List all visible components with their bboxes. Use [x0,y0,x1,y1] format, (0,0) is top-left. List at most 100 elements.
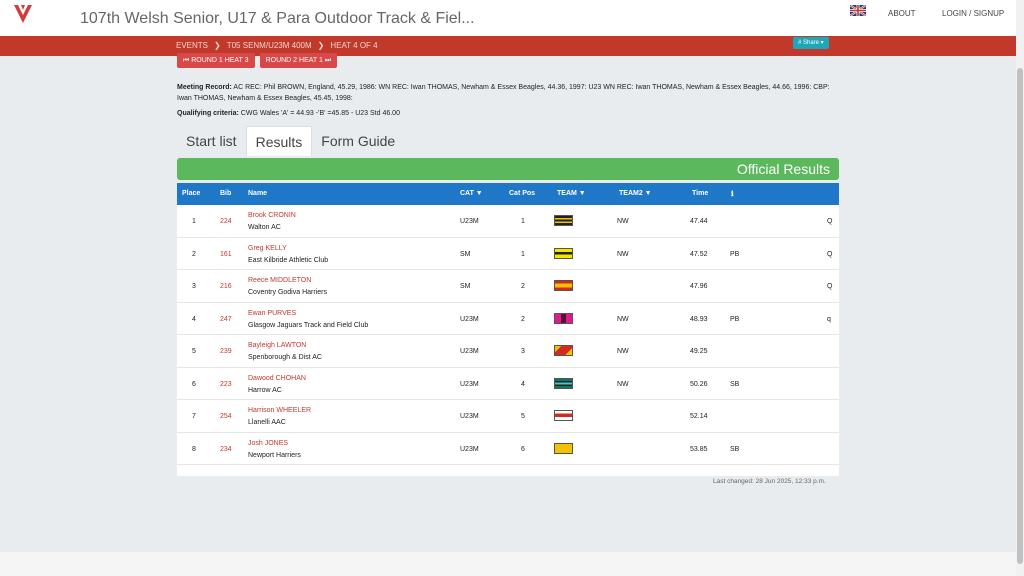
category-position: 3 [521,348,525,355]
record-badge: PB [730,250,740,258]
team-vest-icon [554,215,573,226]
meeting-record: Meeting Record: AC REC: Phil BROWN, Engl… [177,82,839,104]
athlete-name[interactable]: Brook CRONIN [248,212,296,219]
bib-number[interactable]: 216 [220,283,232,290]
team2: NW [617,315,629,323]
team-vest-icon [554,312,573,324]
header-team2[interactable]: TEAM2 ▼ [619,190,652,197]
qualification-flag: Q [827,250,833,258]
category-position: 6 [521,445,525,453]
team-vest-icon [554,345,573,356]
place: 7 [192,413,196,420]
header-bib[interactable]: Bib [220,190,232,197]
category-position: 2 [521,283,525,290]
table-row[interactable]: 1 224 Brook CRONIN Walton AC U23M 1 NW 47.44 Q [177,205,839,238]
athlete-name[interactable]: Ewan PURVES [248,309,297,317]
category: SM [460,283,471,290]
team-vest-icon [554,442,573,454]
tab-results[interactable]: Results [245,126,313,156]
athlete-name[interactable]: Greg KELLY [248,244,287,252]
category: U23M [460,380,479,388]
team2: NW [617,380,629,388]
athlete-name[interactable]: Dawood CHOHAN [248,374,306,382]
bib-number[interactable]: 224 [220,218,232,225]
bib-number[interactable]: 234 [220,445,232,453]
results-table: Place Bib Name CAT ▼ Cat Pos TEAM ▼ TEAM… [177,183,839,476]
qualification-flag: Q [827,218,833,225]
tab-start-list[interactable]: Start list [186,133,237,149]
team-vest-icon [554,247,573,259]
table-row[interactable]: 7 254 Harrison WHEELER Llanelli AAC U23M 5 52.… [177,400,839,433]
bib-number[interactable]: 223 [220,380,232,388]
bib-number[interactable]: 254 [220,413,232,420]
footer [0,552,1016,576]
team2: NW [617,348,629,355]
table-header: Place Bib Name CAT ▼ Cat Pos TEAM ▼ TEAM… [177,183,839,205]
next-round-button[interactable]: ROUND 2 HEAT 1 ⏭ [259,53,338,68]
category: U23M [460,315,479,323]
prev-round-button[interactable]: ⏮ ROUND 1 HEAT 3 [177,53,255,68]
header-cat[interactable]: CAT ▼ [460,190,483,197]
bib-number[interactable]: 247 [220,315,232,323]
bib-number[interactable]: 161 [220,250,232,258]
login-signup-link[interactable]: LOGIN / SIGNUP [942,9,1005,18]
place: 8 [192,445,196,453]
scrollbar-thumb[interactable] [1017,68,1023,564]
athlete-name[interactable]: Reece MIDDLETON [248,277,312,284]
category-position: 1 [521,250,525,258]
bib-number[interactable]: 239 [220,348,232,355]
club-name: Newport Harriers [248,451,301,459]
club-name: Llanelli AAC [248,419,286,426]
table-row[interactable]: 4 247 Ewan PURVES Glasgow Jaguars Track and… [177,303,839,335]
category: U23M [460,413,479,420]
time: 47.44 [690,218,708,225]
place: 2 [192,250,196,258]
category-position: 1 [521,218,525,225]
about-link[interactable]: ABOUT [888,9,916,18]
meeting-record-text: AC REC: Phil BROWN, England, 45.29, 1986… [177,84,830,102]
table-row[interactable]: 8 234 Josh JONES Newport Harriers U23M 6 53.85… [177,433,839,465]
table-row[interactable]: 5 239 Bayleigh LAWTON Spenborough & Dist AC… [177,335,839,368]
header-time[interactable]: Time [692,190,709,197]
uk-flag-icon[interactable] [850,5,866,16]
chevron-right-icon: ❯ [317,41,325,50]
share-button[interactable]: # Share ▾ [793,37,829,49]
qualifying-text: CWG Wales 'A' = 44.93 -'B' =45.85 - U23 … [238,110,400,117]
breadcrumb: EVENTS ❯ T05 SENM/U23M 400M ❯ HEAT 4 OF … [176,41,378,50]
header-name[interactable]: Name [248,190,268,197]
meeting-record-label: Meeting Record: [177,84,232,91]
info-icon[interactable]: ℹ [731,191,734,198]
time: 49.25 [690,348,708,355]
table-row[interactable]: 2 161 Greg KELLY East Kilbride Athletic Clu… [177,238,839,270]
site-logo-icon[interactable] [12,3,34,25]
table-row[interactable]: 3 216 Reece MIDDLETON Coventry Godiva Harri… [177,270,839,303]
chevron-right-icon: ❯ [214,41,221,50]
time: 47.52 [690,250,708,258]
club-name: Coventry Godiva Harriers [248,289,327,296]
team-vest-icon [554,377,573,389]
header-team[interactable]: TEAM ▼ [557,190,586,197]
breadcrumb-event[interactable]: T05 SENM/U23M 400M [226,41,312,50]
header-place[interactable]: Place [182,190,201,197]
meeting-title[interactable]: 107th Welsh Senior, U17 & Para Outdoor T… [80,10,475,27]
athlete-name[interactable]: Harrison WHEELER [248,407,312,414]
place: 3 [192,283,196,290]
breadcrumb-events[interactable]: EVENTS [176,41,209,50]
last-changed: Last changed: 28 Jun 2025, 12:33 p.m. [713,478,826,485]
athlete-name[interactable]: Josh JONES [248,439,289,447]
tab-form-guide[interactable]: Form Guide [321,133,396,149]
category: SM [460,250,471,258]
top-navbar: 107th Welsh Senior, U17 & Para Outdoor T… [0,0,1016,36]
place: 5 [192,348,196,355]
header-catpos[interactable]: Cat Pos [509,190,536,197]
time: 53.85 [690,445,708,453]
breadcrumb-bar: EVENTS ❯ T05 SENM/U23M 400M ❯ HEAT 4 OF … [0,36,1016,56]
athlete-name[interactable]: Bayleigh LAWTON [248,342,307,349]
table-body: 1 224 Brook CRONIN Walton AC U23M 1 NW 47.44 Q 2 1… [177,205,839,465]
club-name: Harrow AC [248,386,282,394]
club-name: Glasgow Jaguars Track and Field Club [248,321,369,329]
table-row[interactable]: 6 223 Dawood CHOHAN Harrow AC U23M 4 NW 50.26 SB [177,368,839,400]
place: 1 [192,218,196,225]
breadcrumb-heat: HEAT 4 OF 4 [330,41,378,50]
category-position: 5 [521,413,525,420]
